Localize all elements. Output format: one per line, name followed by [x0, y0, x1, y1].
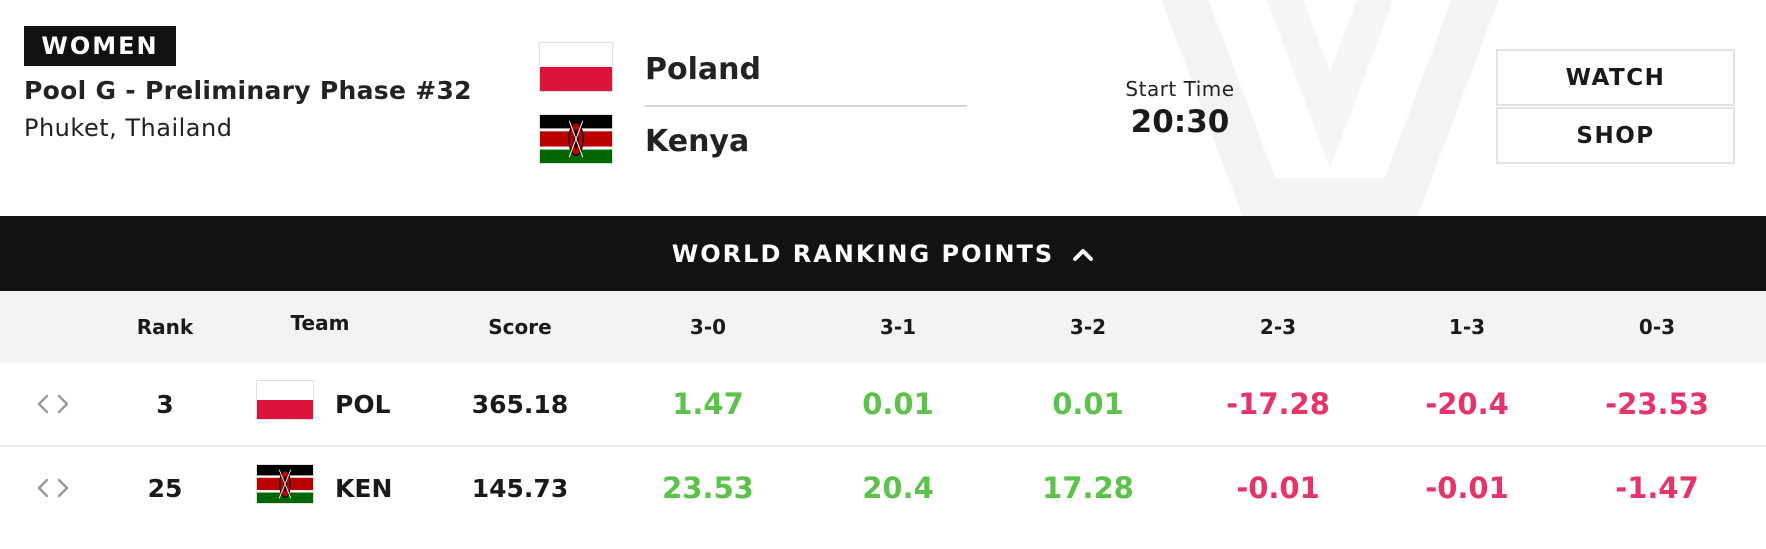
points-0-3-cell: -23.53	[1605, 387, 1709, 421]
points-3-2-cell: 0.01	[1052, 387, 1124, 421]
score-cell: 365.18	[471, 389, 569, 419]
rank-cell: 25	[147, 473, 183, 503]
shop-button[interactable]: SHOP	[1496, 107, 1735, 164]
team-a-name: Poland	[645, 52, 761, 87]
chevron-left-icon[interactable]	[36, 477, 50, 499]
rank-cell: 3	[156, 389, 174, 419]
table-row: 3 POL 365.18 1.47 0.01 0.01 -17.28 -20.4…	[0, 363, 1766, 445]
match-header: WOMEN Pool G - Preliminary Phase #32 Phu…	[0, 0, 1766, 216]
column-header-3-1: 3-1	[879, 315, 917, 339]
score-cell: 145.73	[471, 473, 569, 503]
points-3-2-cell: 17.28	[1042, 471, 1134, 505]
row-scroll-arrows	[36, 363, 70, 445]
start-time-value: 20:30	[1130, 104, 1230, 140]
world-ranking-points-toggle[interactable]: WORLD RANKING POINTS	[0, 216, 1766, 291]
kenya-flag-icon	[539, 114, 613, 164]
ranking-table-header: Rank Team Score 3-0 3-1 3-2 2-3 1-3 0-3	[0, 291, 1766, 363]
column-header-0-3: 0-3	[1638, 315, 1676, 339]
teams-divider	[645, 105, 967, 107]
column-header-3-2: 3-2	[1069, 315, 1107, 339]
column-header-score: Score	[488, 315, 552, 339]
points-2-3-cell: -17.28	[1226, 387, 1330, 421]
points-3-0-cell: 1.47	[672, 387, 744, 421]
poland-flag-icon	[256, 380, 314, 420]
chevron-up-icon	[1073, 248, 1094, 261]
table-row: 25 KEN 145.73 23.53 20.4 17.28 -0.01 -0.…	[0, 447, 1766, 529]
kenya-flag-icon	[256, 464, 314, 504]
points-3-1-cell: 0.01	[862, 387, 934, 421]
row-scroll-arrows	[36, 447, 70, 529]
team-b-name: Kenya	[645, 124, 750, 159]
points-3-0-cell: 23.53	[662, 471, 754, 505]
chevron-right-icon[interactable]	[56, 393, 70, 415]
poland-flag-icon	[539, 42, 613, 92]
team-code-cell: POL	[335, 389, 391, 419]
points-0-3-cell: -1.47	[1615, 471, 1699, 505]
pool-title: Pool G - Preliminary Phase #32	[24, 76, 472, 105]
column-header-team: Team	[290, 311, 350, 335]
team-code-cell: KEN	[335, 473, 393, 503]
points-2-3-cell: -0.01	[1236, 471, 1320, 505]
start-time-label: Start Time	[1125, 77, 1235, 101]
chevron-right-icon[interactable]	[56, 477, 70, 499]
watch-button[interactable]: WATCH	[1496, 49, 1735, 106]
match-location: Phuket, Thailand	[24, 114, 233, 142]
chevron-left-icon[interactable]	[36, 393, 50, 415]
row-divider	[0, 445, 1766, 447]
ranking-title: WORLD RANKING POINTS	[671, 239, 1055, 268]
column-header-1-3: 1-3	[1448, 315, 1486, 339]
watermark-logo-icon	[1161, 0, 1499, 216]
points-3-1-cell: 20.4	[862, 471, 934, 505]
column-header-3-0: 3-0	[689, 315, 727, 339]
points-1-3-cell: -20.4	[1425, 387, 1509, 421]
column-header-rank: Rank	[136, 315, 194, 339]
column-header-2-3: 2-3	[1259, 315, 1297, 339]
points-1-3-cell: -0.01	[1425, 471, 1509, 505]
category-badge: WOMEN	[24, 26, 176, 66]
